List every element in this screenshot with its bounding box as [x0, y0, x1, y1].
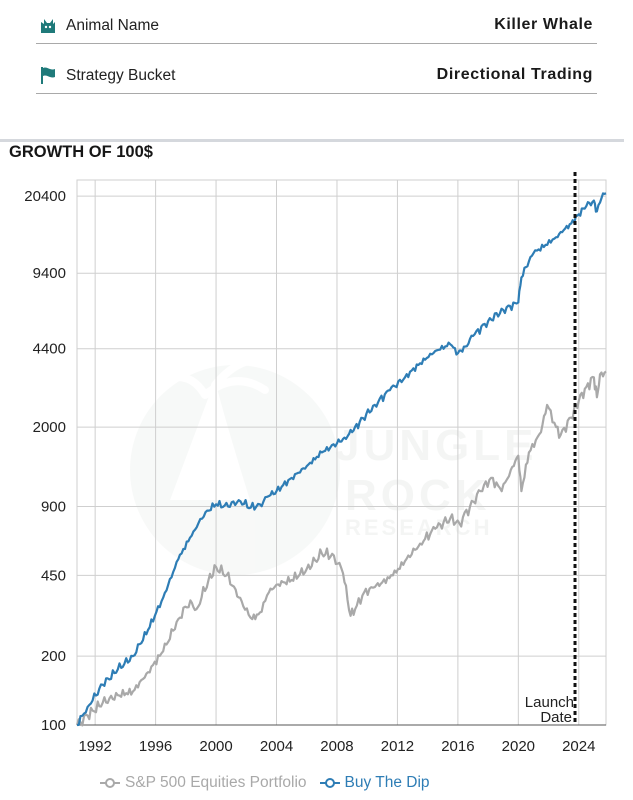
watermark-text-3: RESEARCH: [345, 515, 492, 540]
y-tick-label: 9400: [33, 265, 66, 282]
flag-icon: [41, 67, 55, 84]
x-tick-label: 2012: [381, 738, 414, 755]
section-divider: [0, 139, 624, 142]
chart-legend: S&P 500 Equities Portfolio Buy The Dip: [100, 772, 443, 794]
launch-label-line2: Date: [540, 709, 572, 726]
y-tick-label: 4400: [33, 341, 66, 358]
y-tick-label: 2000: [33, 419, 66, 436]
chart-title: GROWTH OF 100$: [9, 143, 153, 161]
x-tick-label: 2024: [562, 738, 595, 755]
legend-label-sp500: S&P 500 Equities Portfolio: [125, 774, 307, 791]
x-tick-label: 2008: [320, 738, 353, 755]
legend-marker-buy-the-dip: [319, 777, 340, 789]
watermark-text-1: JUNGLE: [335, 421, 537, 470]
x-tick-label: 2020: [502, 738, 535, 755]
y-tick-label: 450: [41, 567, 66, 584]
x-tick-label: 2004: [260, 738, 293, 755]
y-tick-label: 100: [41, 717, 66, 734]
y-tick-label: 200: [41, 648, 66, 665]
y-tick-label: 900: [41, 499, 66, 516]
legend-item-sp500[interactable]: S&P 500 Equities Portfolio: [100, 774, 307, 792]
cat-icon: [41, 19, 55, 33]
x-tick-label: 1996: [139, 738, 172, 755]
x-tick-label: 2000: [199, 738, 232, 755]
y-tick-label: 20400: [24, 188, 66, 205]
watermark-text-2: ROCK: [345, 471, 491, 520]
legend-label-buy-the-dip: Buy The Dip: [344, 774, 430, 791]
animal-name-row: Animal Name Killer Whale: [36, 2, 597, 44]
watermark-logo: JUNGLE ROCK RESEARCH: [130, 355, 537, 575]
strategy-bucket-label: Strategy Bucket: [66, 67, 176, 84]
series-line-buy-the-dip: [76, 192, 607, 727]
strategy-bucket-row: Strategy Bucket Directional Trading: [36, 52, 597, 94]
animal-name-label: Animal Name: [66, 17, 160, 34]
legend-marker-sp500: [100, 777, 120, 789]
animal-name-value: Killer Whale: [494, 16, 593, 33]
launch-label-line1: Launch: [525, 694, 574, 711]
series-line-sp500: [75, 370, 607, 727]
x-tick-label: 1992: [78, 738, 111, 755]
x-tick-label: 2016: [441, 738, 474, 755]
legend-item-buy-the-dip[interactable]: Buy The Dip: [319, 774, 430, 792]
strategy-bucket-value: Directional Trading: [436, 66, 593, 83]
